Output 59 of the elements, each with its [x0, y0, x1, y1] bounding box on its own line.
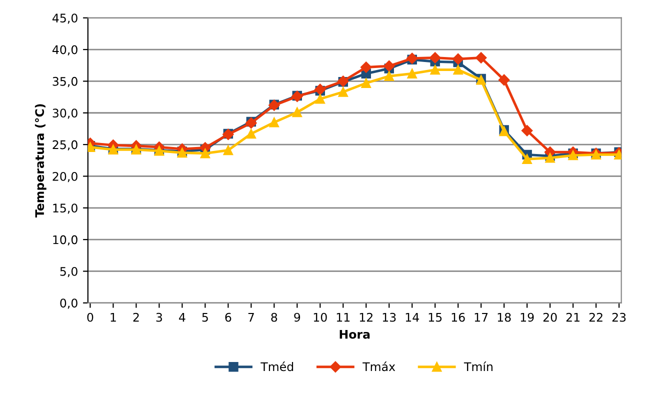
point — [360, 62, 372, 73]
point — [429, 52, 441, 64]
point — [200, 148, 210, 158]
x-tick-label: 10 — [314, 312, 327, 322]
point — [384, 60, 395, 72]
x-tick-label: 18 — [498, 312, 511, 322]
point — [223, 145, 234, 156]
x-tick-label: 17 — [474, 312, 488, 322]
x-tick-label: 16 — [452, 312, 465, 322]
y-tick-label: 20,0 — [52, 172, 78, 182]
x-tick-label: 21 — [566, 312, 580, 322]
x-tick-label: 2 — [133, 312, 139, 322]
x-tick-label: 4 — [179, 312, 186, 322]
point — [453, 64, 463, 75]
point — [475, 52, 487, 64]
legend-label: Tmáx — [362, 362, 396, 372]
x-tick-label: 12 — [360, 312, 372, 322]
x-tick-label: 0 — [87, 312, 94, 322]
x-tick-label: 20 — [543, 312, 557, 322]
x-tick-label: 8 — [271, 312, 278, 322]
point — [269, 118, 280, 128]
y-tick-label: 5,0 — [60, 266, 78, 278]
x-tick-label: 23 — [612, 312, 626, 322]
point — [430, 64, 440, 75]
x-tick-label: 22 — [589, 312, 602, 322]
x-tick-label: 19 — [520, 312, 534, 322]
point — [521, 125, 533, 136]
point — [361, 78, 371, 88]
y-tick-label: 35,0 — [52, 76, 78, 88]
x-axis-title: Hora — [340, 330, 370, 339]
point — [292, 107, 302, 118]
x-tick-label: 3 — [156, 312, 162, 322]
point — [407, 68, 417, 78]
legend-label: Tmín — [464, 362, 492, 371]
x-tick-label: 1 — [110, 312, 116, 322]
x-tick-label: 6 — [225, 312, 232, 322]
point — [498, 74, 510, 86]
point — [452, 53, 464, 65]
point — [384, 71, 394, 82]
y-tick-label: 25,0 — [52, 140, 78, 150]
point — [338, 87, 348, 97]
x-tick-label: 14 — [406, 312, 419, 322]
point — [246, 128, 256, 139]
point — [315, 94, 325, 104]
x-tick-label: 13 — [382, 312, 396, 322]
x-tick-label: 5 — [202, 312, 208, 322]
y-tick-label: 40,0 — [52, 45, 78, 56]
y-tick-label: 15,0 — [53, 204, 78, 214]
point — [522, 154, 532, 164]
x-tick-label: 11 — [336, 312, 350, 322]
y-axis-title: Temperatura (°C) — [34, 104, 46, 218]
x-tick-label: 9 — [294, 312, 300, 322]
legend-label: Tméd — [260, 362, 294, 372]
x-tick-label: 15 — [428, 312, 442, 322]
x-tick-label: 7 — [248, 312, 254, 322]
y-tick-label: 10,0 — [53, 235, 78, 246]
y-tick-label: 45,0 — [52, 14, 78, 24]
y-tick-label: 30,0 — [52, 108, 78, 119]
y-tick-label: 0,0 — [60, 298, 78, 309]
